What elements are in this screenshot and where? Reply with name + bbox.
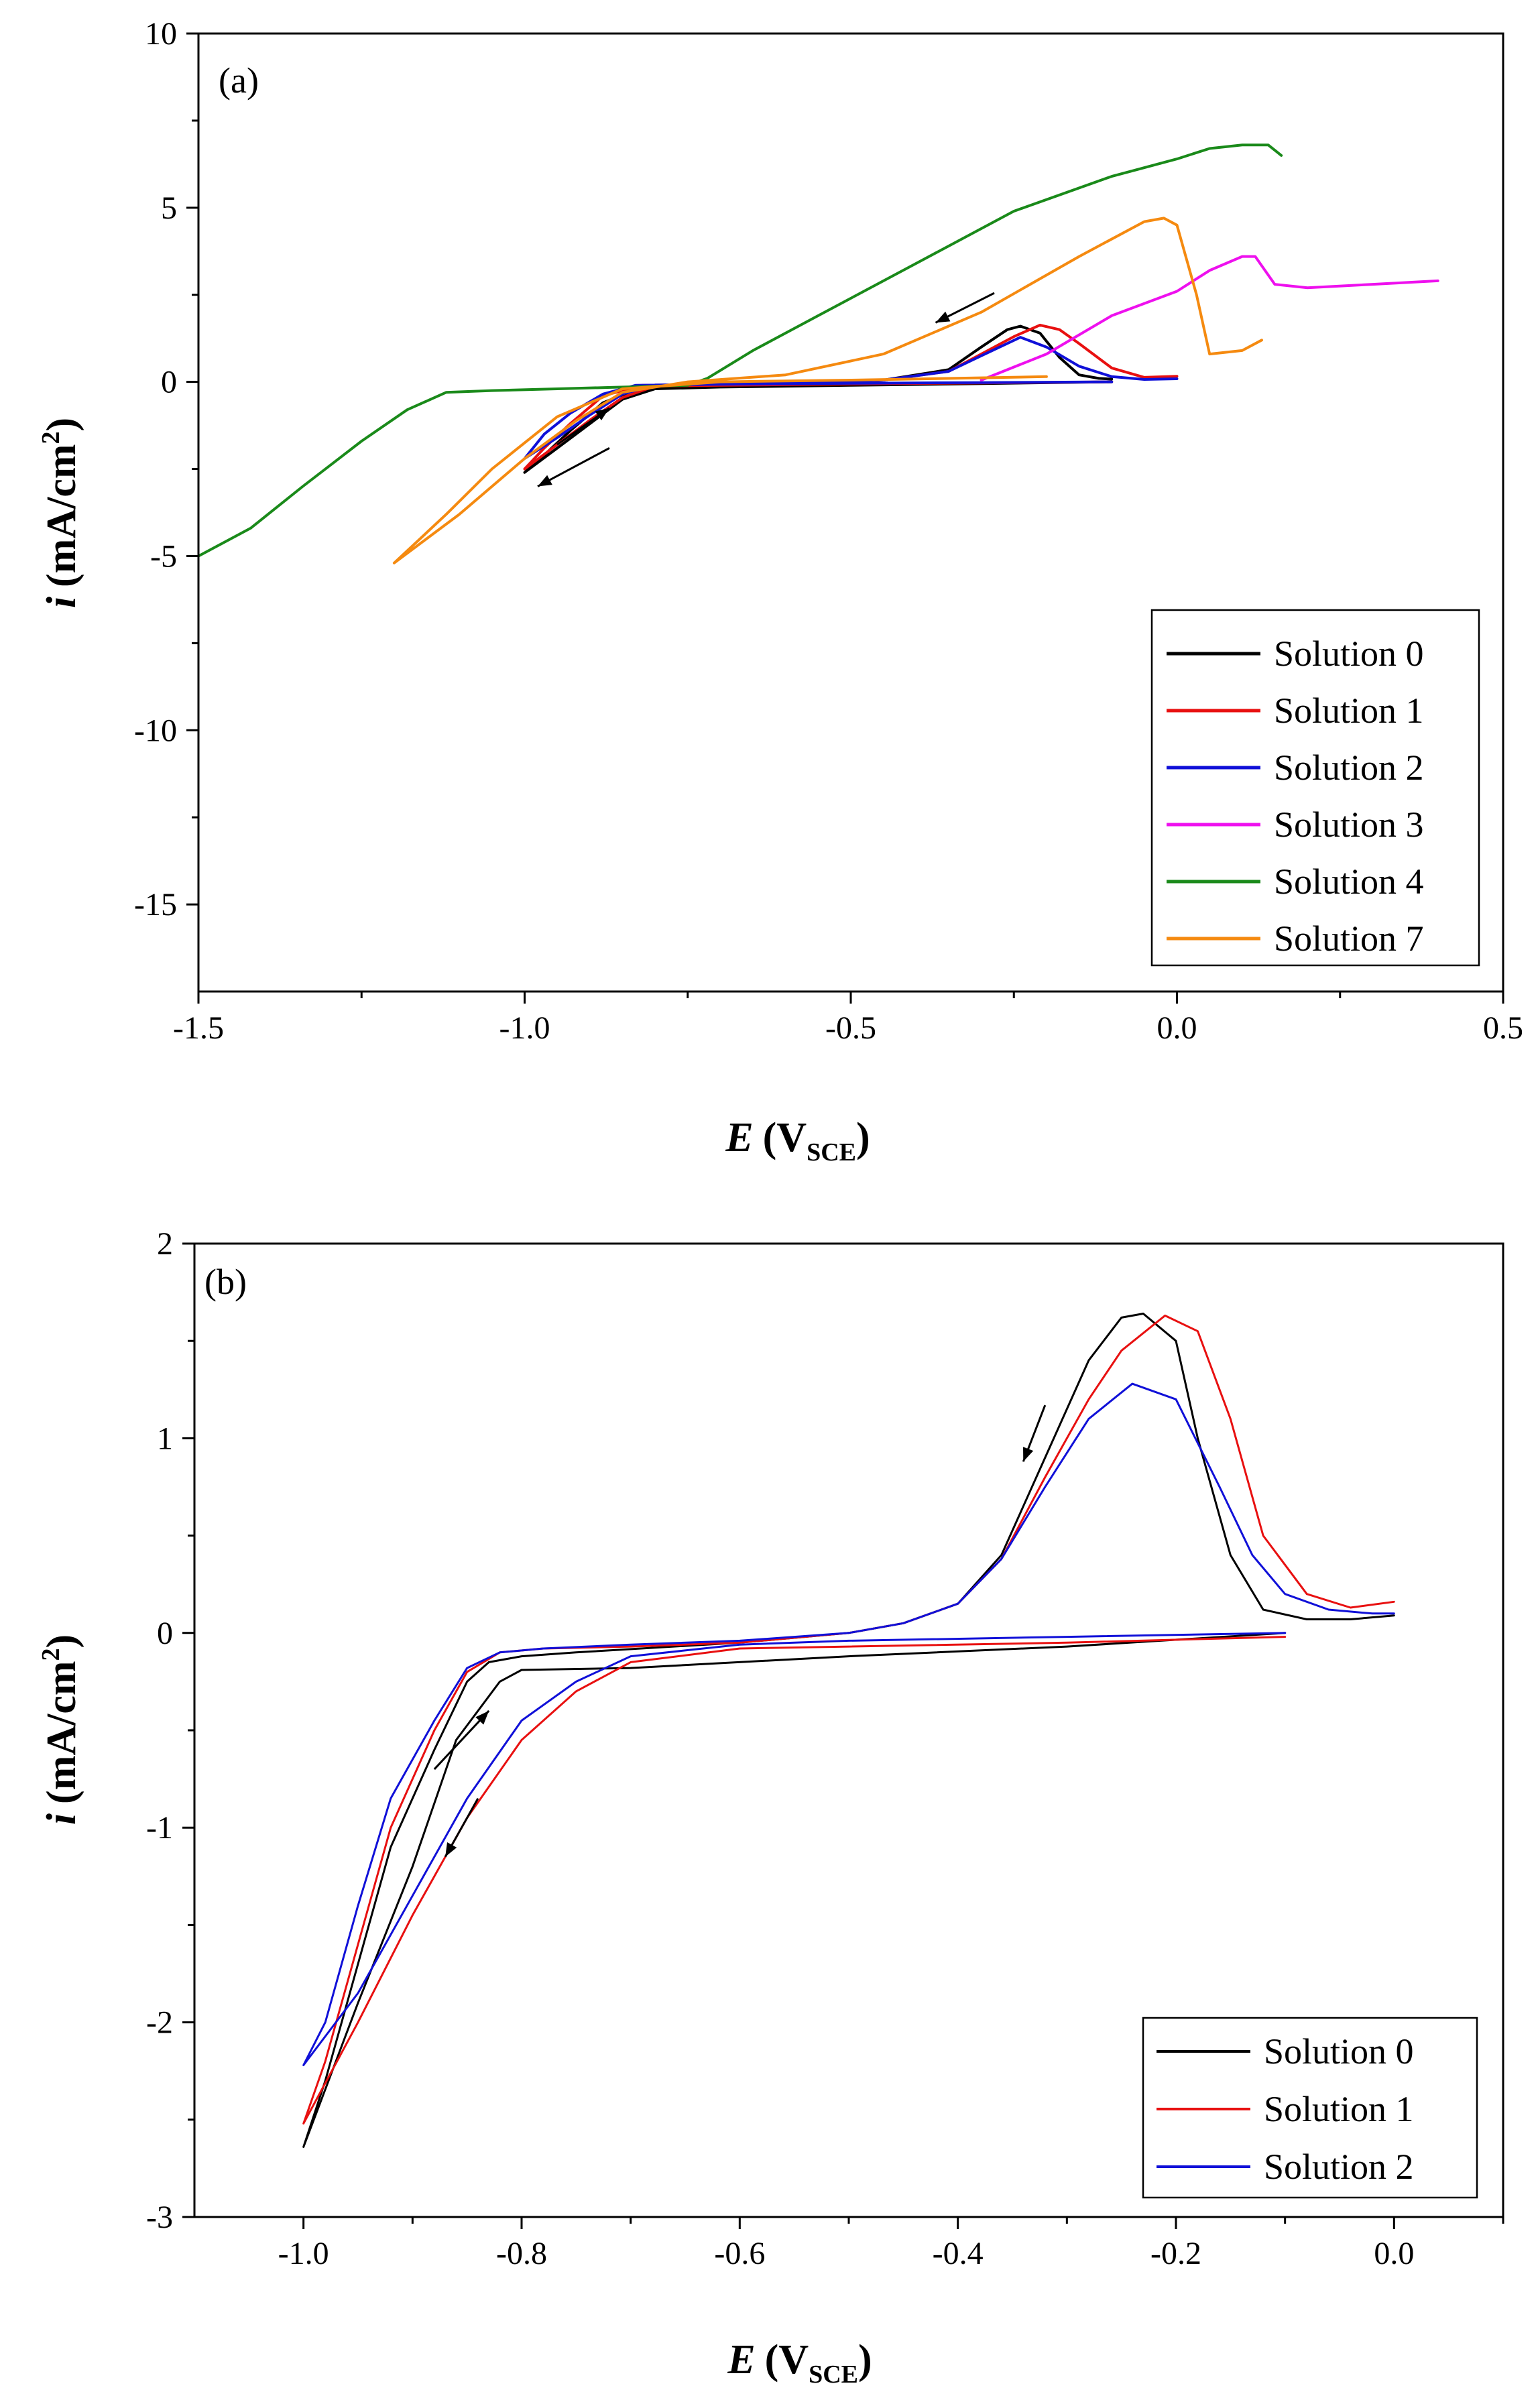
x-tick-label: -0.5 [825,1010,876,1046]
panel-a-x-axis-subscript: SCE [807,1138,856,1166]
y-tick-label: 2 [157,1226,173,1262]
panel-b-label: (b) [204,1262,247,1302]
x-tick-label: 0.5 [1483,1010,1523,1046]
y-tick-label: 10 [145,16,177,52]
legend-label: Solution 7 [1274,918,1424,959]
panel-a-series-solution-3 [980,255,1439,381]
x-tick-label: -0.4 [933,2236,984,2271]
panel-a-legend: Solution 0 Solution 1 Solution 2 Solution 3… [1150,609,1480,967]
x-tick-label: 0.0 [1157,1010,1197,1046]
panel-b-x-axis-unit: V [778,2337,809,2383]
panel-b-series-solution-2 [302,1382,1395,2066]
panel-b-y-axis-symbol: i [39,1813,84,1825]
y-tick-label: 5 [161,190,177,226]
panel-b-scan-arrow-0 [433,1710,490,1771]
panel-a-scan-arrow-0 [556,407,610,446]
panel-a-series-solution-7 [392,217,1263,564]
panel-b-x-axis-subscript: SCE [809,2360,858,2389]
panel-b-series-solution-0 [302,1313,1395,2148]
legend-label: Solution 1 [1274,691,1424,731]
legend-item: Solution 3 [1167,804,1424,845]
panel-a-arrows [537,292,995,487]
panel-b-curves [302,1313,1395,2148]
y-tick-label: -3 [146,2200,173,2235]
legend-item: Solution 1 [1167,691,1424,731]
legend-label: Solution 2 [1264,2147,1414,2187]
legend-label: Solution 3 [1274,804,1424,845]
legend-item: Solution 4 [1167,861,1424,902]
y-tick-label: -5 [150,538,177,574]
panel-b-tick-labels: -1.0 -0.8 -0.6 -0.4 -0.2 0.0 -3 -2 -1 0 1 2 [146,1226,1414,2271]
panel-a-x-axis-label: E (VSCE) [725,1115,870,1166]
panel-a-x-axis-unit: V [776,1115,807,1160]
panel-a-scan-arrow-1 [537,447,610,487]
x-tick-label: -0.6 [714,2236,765,2271]
legend-label: Solution 0 [1274,634,1424,674]
panel-b-y-axis-superscript: 2 [37,1648,65,1661]
panel-b-x-axis-label: E (VSCE) [727,2337,872,2389]
legend-item: Solution 1 [1157,2089,1414,2129]
x-tick-label: -1.0 [278,2236,329,2271]
legend-item: Solution 2 [1157,2147,1414,2187]
panel-b-legend: Solution 0 Solution 1 Solution 2 [1142,2017,1478,2199]
panel-a-y-axis-unit: mA/cm [39,444,84,573]
legend-item: Solution 0 [1167,634,1424,674]
panel-b-series-solution-1 [302,1314,1395,2125]
y-tick-label: 0 [161,365,177,400]
panel-b-arrows [433,1404,1047,1858]
legend-label: Solution 2 [1274,747,1424,788]
y-tick-label: -2 [146,2005,173,2041]
x-tick-label: -0.2 [1150,2236,1201,2271]
legend-label: Solution 0 [1264,2031,1414,2072]
legend-item: Solution 7 [1167,918,1424,959]
y-tick-label: -15 [134,887,177,922]
legend-item: Solution 0 [1157,2031,1414,2072]
panel-a-label: (a) [219,60,259,101]
legend-item: Solution 2 [1167,747,1424,788]
x-tick-label: -1.5 [173,1010,224,1046]
panel-a-y-axis-symbol: i [39,597,84,608]
panel-a-y-axis-superscript: 2 [37,431,65,444]
panel-a-series-solution-1 [523,323,1179,471]
y-tick-label: -10 [134,713,177,748]
panel-b-ticks [182,1242,1504,2229]
y-tick-label: -1 [146,1810,173,1846]
legend-label: Solution 4 [1274,861,1424,902]
x-tick-label: -1.0 [499,1010,550,1046]
panel-b: -1.0 -0.8 -0.6 -0.4 -0.2 0.0 -3 -2 -1 0 1 2 (b) E (V… [37,1226,1504,2389]
panel-a-curves [197,143,1439,564]
panel-a-series-solution-4 [197,143,1283,558]
panel-b-y-axis-label: i(mA/cm2) [37,1634,84,1825]
x-tick-label: -0.8 [496,2236,547,2271]
panel-b-y-axis-unit: mA/cm [39,1661,84,1790]
legend-label: Solution 1 [1264,2089,1414,2129]
panel-a-ticks [186,32,1504,1004]
panel-b-x-axis-symbol: E [727,2337,755,2383]
y-tick-label: 0 [157,1616,173,1651]
panel-a: -1.5 -1.0 -0.5 0.0 0.5 -15 -10 -5 0 5 10 (a) E (VSC… [37,16,1523,1166]
panel-a-x-axis-symbol: E [725,1115,753,1160]
x-tick-label: 0.0 [1374,2236,1414,2271]
panel-a-y-axis-label: i(mA/cm2) [37,418,84,608]
y-tick-label: 1 [157,1421,173,1456]
panel-a-legend-box [1150,609,1480,967]
panel-a-scan-arrow-2 [935,292,995,324]
panel-b-scan-arrow-2 [1022,1404,1047,1462]
panel-a-tick-labels: -1.5 -1.0 -0.5 0.0 0.5 -15 -10 -5 0 5 10 [134,16,1523,1046]
panel-b-scan-arrow-1 [444,1797,479,1858]
